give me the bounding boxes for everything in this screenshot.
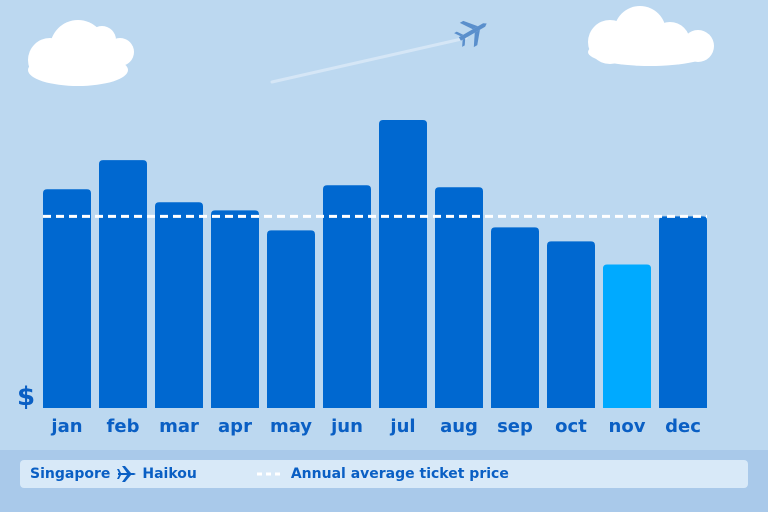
bars: [43, 120, 707, 408]
route-destination: Haikou: [142, 466, 197, 482]
bar-feb: [99, 160, 147, 408]
route-origin: Singapore: [30, 466, 111, 482]
airplane-icon: [454, 20, 487, 48]
bar-jul: [379, 120, 427, 408]
bar-jan: [43, 189, 91, 408]
chart-canvas: jan feb mar apr may jun jul aug sep oct nov dec $: [17, 6, 714, 437]
dashed-line-icon: [256, 472, 283, 476]
cloud-left: [28, 20, 134, 86]
y-unit-label: $: [17, 382, 35, 412]
x-tick-label-apr: apr: [218, 416, 252, 437]
x-tick-label-mar: mar: [159, 416, 199, 437]
bar-dec: [659, 216, 707, 408]
bar-may: [267, 230, 315, 408]
x-tick-label-jul: jul: [389, 416, 415, 437]
bar-jun: [323, 185, 371, 408]
legend: Singapore Haikou Annual average ticket p…: [20, 460, 748, 488]
average-label: Annual average ticket price: [290, 466, 509, 482]
legend-route: Singapore Haikou: [30, 464, 197, 484]
x-tick-label-sep: sep: [497, 416, 533, 437]
contrail: [270, 36, 468, 84]
bar-nov: [603, 264, 651, 408]
x-axis-labels: jan feb mar apr may jun jul aug sep oct nov dec: [50, 416, 700, 437]
x-tick-label-nov: nov: [609, 416, 646, 437]
x-tick-label-jan: jan: [50, 416, 82, 437]
bar-sep: [491, 227, 539, 408]
bar-mar: [155, 202, 203, 408]
airplane-icon: [116, 464, 137, 484]
x-tick-label-jun: jun: [330, 416, 363, 437]
legend-average: Annual average ticket price: [256, 466, 509, 482]
x-tick-label-feb: feb: [107, 416, 140, 437]
bar-apr: [211, 210, 259, 408]
bar-aug: [435, 187, 483, 408]
x-tick-label-aug: aug: [440, 416, 478, 437]
decor: [28, 6, 714, 86]
x-tick-label-may: may: [270, 416, 312, 437]
bar-oct: [547, 241, 595, 408]
x-tick-label-dec: dec: [665, 416, 701, 437]
cloud-right: [588, 6, 714, 66]
x-tick-label-oct: oct: [555, 416, 587, 437]
